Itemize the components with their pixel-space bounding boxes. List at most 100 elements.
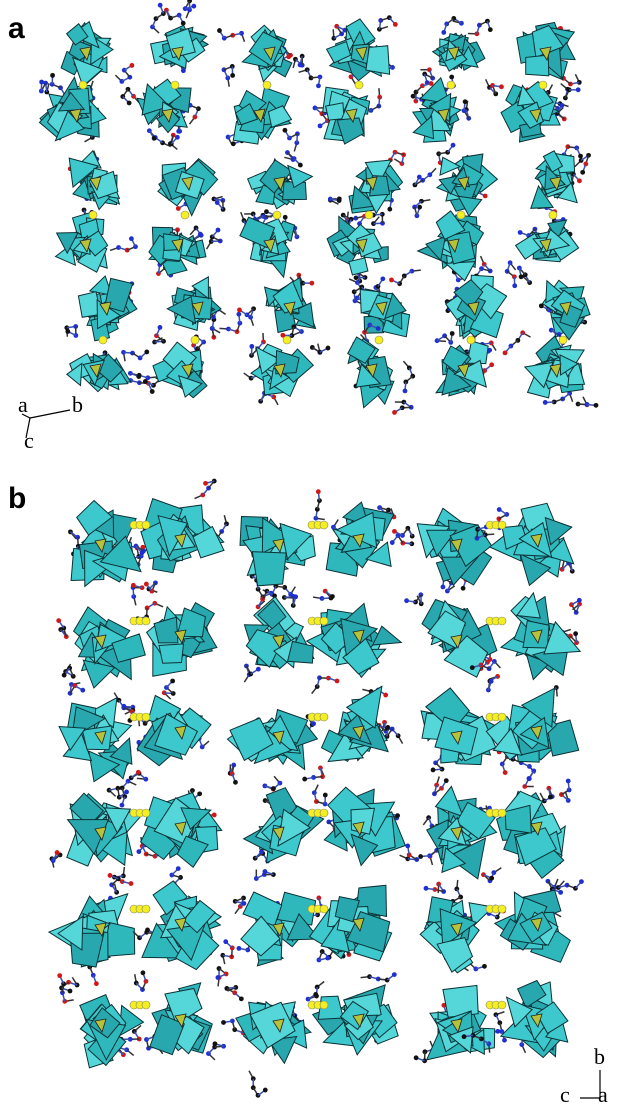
- atom: [417, 175, 422, 180]
- atom: [140, 550, 145, 555]
- atom: [158, 325, 163, 330]
- metal-center: [467, 336, 475, 344]
- atom: [395, 813, 400, 818]
- atom: [129, 881, 134, 886]
- atom: [62, 673, 67, 678]
- atom: [431, 768, 436, 773]
- atom: [203, 481, 208, 486]
- atom: [489, 679, 494, 684]
- metal-center: [273, 211, 281, 219]
- atom: [330, 594, 335, 599]
- atom: [56, 618, 61, 623]
- panel-label: b: [8, 482, 26, 515]
- atom: [450, 331, 455, 336]
- atom: [136, 770, 141, 775]
- atom: [449, 75, 454, 80]
- atom: [283, 215, 288, 220]
- axis-label: b: [594, 1044, 605, 1069]
- polyhedron: [288, 641, 314, 663]
- atom: [65, 329, 70, 334]
- atom: [316, 83, 321, 88]
- atom: [39, 80, 44, 85]
- atom: [527, 776, 532, 781]
- atom: [217, 28, 222, 33]
- atom: [249, 344, 254, 349]
- atom: [392, 972, 397, 977]
- atom: [376, 326, 381, 331]
- metal-center: [171, 81, 179, 89]
- atom: [236, 312, 241, 317]
- atom: [237, 308, 242, 313]
- metal-center: [142, 713, 150, 721]
- atom: [543, 400, 548, 405]
- metal-center: [320, 617, 328, 625]
- atom: [488, 27, 493, 32]
- atom: [441, 585, 446, 590]
- polyhedron: [526, 55, 549, 76]
- atom: [417, 205, 422, 210]
- atom: [242, 901, 247, 906]
- atom: [263, 1088, 268, 1093]
- axis-indicator: [580, 1070, 600, 1098]
- metal-center: [549, 211, 557, 219]
- atom: [263, 869, 268, 874]
- axis-label: b: [72, 392, 83, 417]
- atom: [383, 693, 388, 698]
- atom: [176, 206, 181, 211]
- metal-center: [320, 905, 328, 913]
- atom: [414, 1055, 419, 1060]
- polyhedron: [443, 985, 478, 1017]
- atom: [573, 631, 578, 636]
- atom: [298, 63, 303, 68]
- atom: [441, 30, 446, 35]
- atom: [577, 178, 582, 183]
- atom: [50, 73, 55, 78]
- atom: [429, 81, 434, 86]
- atom: [124, 790, 129, 795]
- atom: [483, 194, 488, 199]
- axis-line: [30, 410, 70, 418]
- polyhedron: [440, 157, 460, 175]
- atom: [198, 232, 203, 237]
- metal-center: [142, 1001, 150, 1009]
- metal-center: [447, 81, 455, 89]
- polyhedron: [326, 103, 344, 120]
- atom: [212, 813, 217, 818]
- atom: [489, 362, 494, 367]
- atom: [499, 84, 504, 89]
- metal-center: [181, 211, 189, 219]
- atom: [302, 777, 307, 782]
- atom: [594, 403, 599, 408]
- metal-center: [498, 617, 506, 625]
- atom: [136, 849, 141, 854]
- atom: [392, 529, 397, 534]
- atom: [57, 973, 62, 978]
- atom: [127, 101, 132, 106]
- atom: [143, 379, 148, 384]
- metal-center: [539, 81, 547, 89]
- metal-center: [142, 521, 150, 529]
- atom: [444, 778, 449, 783]
- atom: [337, 198, 342, 203]
- atom: [197, 791, 202, 796]
- axis-label: c: [560, 1082, 570, 1107]
- atom: [403, 389, 408, 394]
- atom: [237, 946, 242, 951]
- atom: [497, 507, 502, 512]
- atom: [144, 350, 149, 355]
- atom: [130, 63, 135, 68]
- atom: [489, 876, 494, 881]
- atom: [393, 22, 398, 27]
- metal-center: [365, 211, 373, 219]
- atom: [80, 688, 85, 693]
- atom: [55, 850, 60, 855]
- atom: [482, 964, 487, 969]
- atom: [503, 350, 508, 355]
- metal-center: [559, 336, 567, 344]
- metal-center: [191, 336, 199, 344]
- atom: [150, 389, 155, 394]
- atom: [215, 200, 220, 205]
- atom: [181, 68, 186, 73]
- atom: [170, 679, 175, 684]
- metal-center: [498, 713, 506, 721]
